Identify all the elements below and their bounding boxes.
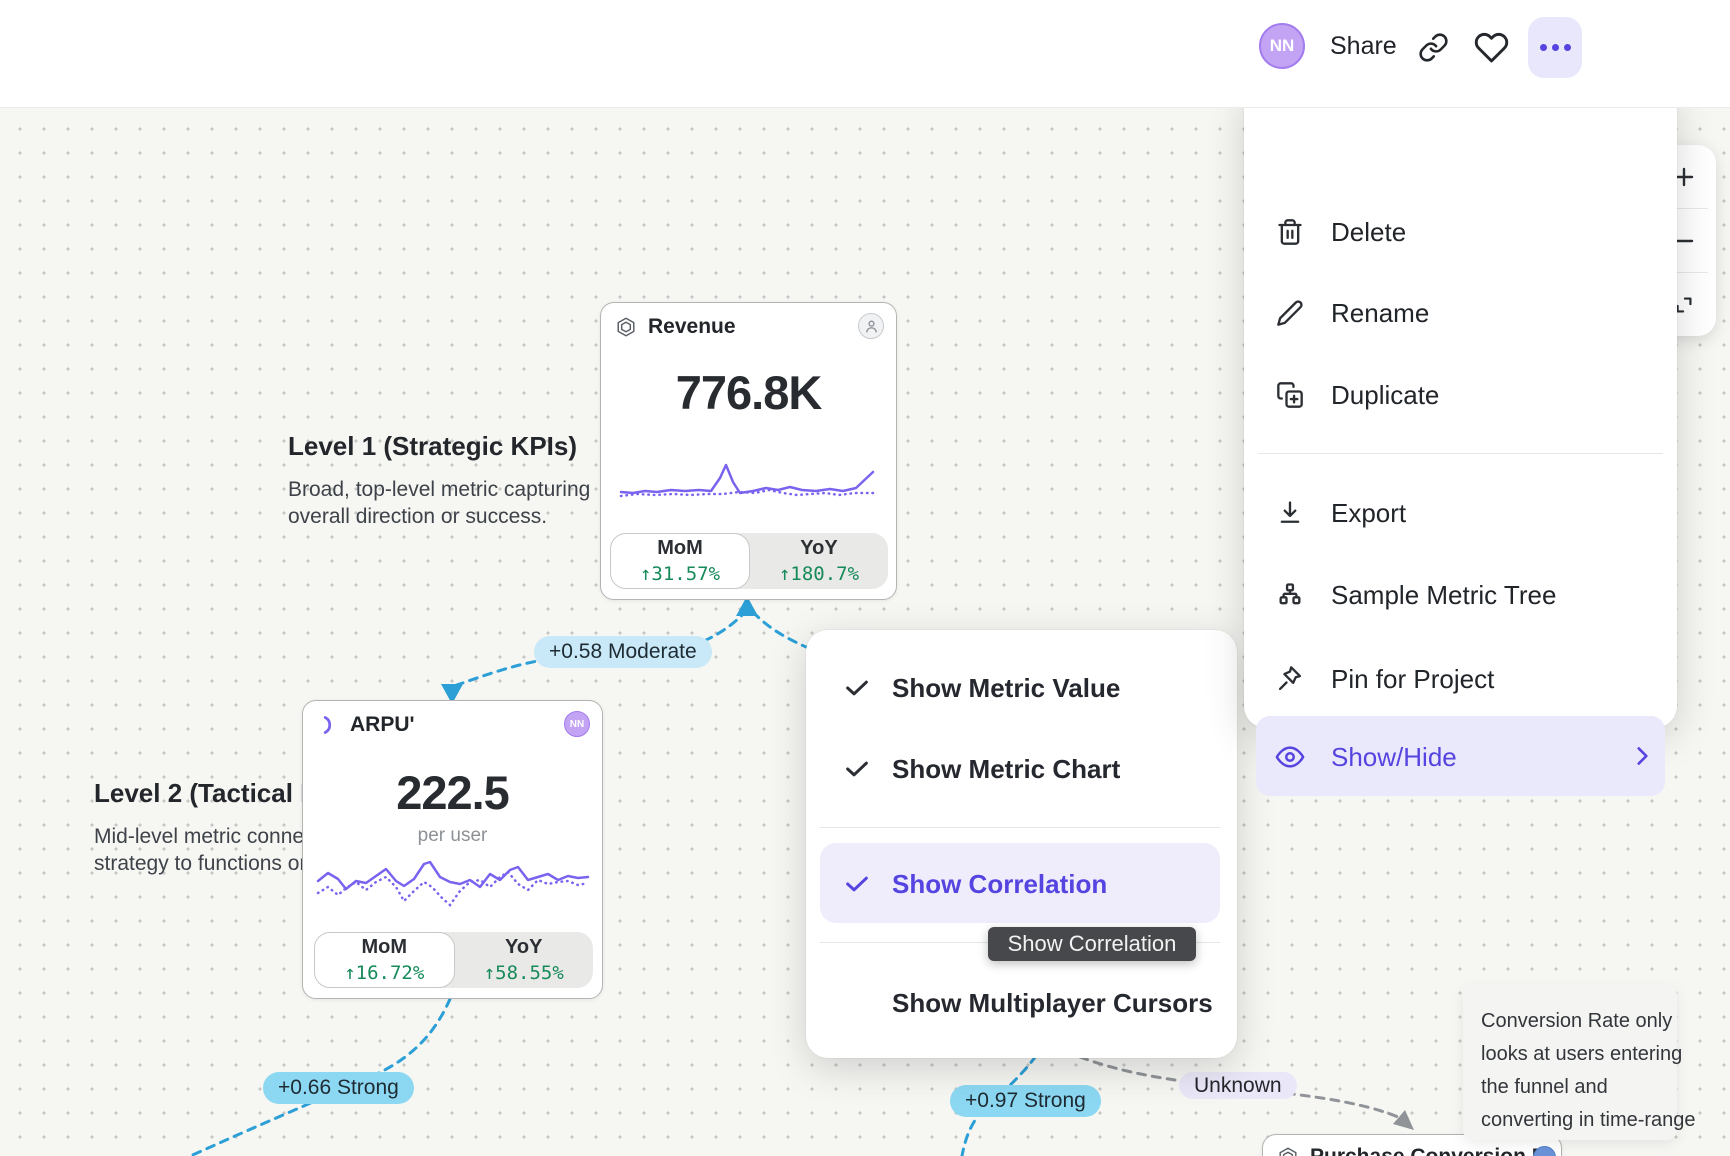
- card-title: Purchase Conversion R: [1310, 1145, 1547, 1156]
- menu-item-show-hide[interactable]: Show/Hide: [1244, 725, 1677, 789]
- show-hide-submenu: Show Metric Value Show Metric Chart Show…: [806, 630, 1237, 1058]
- collaborator-avatar: NN: [564, 711, 590, 737]
- level1-annotation: Level 1 (Strategic KPIs) Broad, top-leve…: [288, 431, 590, 530]
- more-options-button[interactable]: [1528, 17, 1582, 78]
- chevron-right-icon: [1629, 743, 1655, 769]
- checkmark-icon: [843, 755, 871, 783]
- submenu-highlight: [820, 843, 1220, 923]
- menu-item-pin-for-project[interactable]: Pin for Project: [1244, 647, 1677, 711]
- tab-yoy[interactable]: YoY ↑58.55%: [483, 936, 564, 984]
- sparkline-dotted: [619, 488, 875, 498]
- dot: [1563, 44, 1571, 51]
- hexagon-icon: [1277, 1146, 1299, 1156]
- fit-view-button[interactable]: [1652, 273, 1716, 336]
- menu-item-rename[interactable]: Rename: [1244, 281, 1677, 345]
- checkmark-icon: [843, 870, 871, 898]
- dot: [1539, 44, 1547, 51]
- user-avatar-icon: [858, 313, 884, 339]
- correlation-badge-strong-right[interactable]: +0.97 Strong: [950, 1085, 1101, 1117]
- top-bar: NN Share: [0, 0, 1730, 108]
- metric-value: 222.5: [396, 766, 510, 819]
- divider: [1660, 272, 1708, 273]
- hexagon-icon: [615, 316, 637, 338]
- download-icon: [1275, 498, 1305, 528]
- card-title: Revenue: [648, 315, 736, 338]
- tab-yoy[interactable]: YoY ↑180.7%: [778, 537, 860, 585]
- sparkline-solid: [316, 860, 590, 891]
- zoom-in-button[interactable]: [1652, 145, 1716, 208]
- card-title: ARPU': [350, 713, 415, 736]
- pin-icon: [1275, 664, 1305, 694]
- eye-icon: [1275, 742, 1305, 772]
- sparkline-dotted: [316, 870, 590, 907]
- checkmark-icon: [843, 674, 871, 702]
- menu-item-show-correlation[interactable]: Show Correlation: [806, 852, 1237, 916]
- menu-item-export[interactable]: Export: [1244, 481, 1677, 545]
- collaborator-avatar: [1533, 1146, 1556, 1156]
- favorite-heart-icon[interactable]: [1474, 30, 1509, 65]
- link-icon[interactable]: [1418, 32, 1449, 63]
- sparkline-solid: [619, 463, 875, 495]
- conversion-note-tooltip: Conversion Rate only looks at users ente…: [1463, 985, 1696, 1140]
- show-correlation-tooltip: Show Correlation: [988, 927, 1196, 961]
- level1-description: Broad, top-level metric capturing overal…: [288, 478, 591, 528]
- pencil-icon: [1275, 298, 1305, 328]
- menu-item-show-metric-value[interactable]: Show Metric Value: [806, 656, 1237, 720]
- level1-title: Level 1 (Strategic KPIs): [288, 431, 577, 461]
- correlation-badge-unknown[interactable]: Unknown: [1179, 1072, 1297, 1099]
- metric-card-revenue[interactable]: Revenue 776.8K MoM ↑31.57% YoY ↑180.7%: [600, 302, 897, 600]
- more-options-menu: Delete Rename Duplicate Export Sample M: [1244, 87, 1677, 796]
- zoom-out-button[interactable]: [1652, 209, 1716, 272]
- period-toggle: MoM ↑31.57% YoY ↑180.7%: [610, 533, 888, 589]
- tree-icon: [1275, 580, 1305, 610]
- divider: [1258, 453, 1663, 454]
- arc-icon: [317, 714, 339, 736]
- metric-value: 776.8K: [675, 366, 823, 419]
- menu-item-show-metric-chart[interactable]: Show Metric Chart: [806, 737, 1237, 801]
- menu-item-delete[interactable]: Delete: [1244, 200, 1677, 264]
- correlation-badge-moderate[interactable]: +0.58 Moderate: [534, 636, 712, 668]
- tab-mom[interactable]: MoM ↑16.72%: [314, 932, 455, 988]
- sparkline-chart: [316, 860, 590, 907]
- sparkline-chart: [619, 463, 875, 498]
- duplicate-icon: [1275, 380, 1305, 410]
- divider: [820, 827, 1220, 828]
- metric-card-arpu[interactable]: ARPU' NN 222.5 per user MoM ↑16.72% YoY …: [302, 700, 603, 999]
- correlation-badge-strong-left[interactable]: +0.66 Strong: [263, 1072, 414, 1104]
- menu-item-duplicate[interactable]: Duplicate: [1244, 363, 1677, 427]
- period-toggle: MoM ↑16.72% YoY ↑58.55%: [314, 932, 593, 988]
- tab-mom[interactable]: MoM ↑31.57%: [610, 533, 750, 589]
- menu-highlight: [1256, 716, 1665, 796]
- menu-item-sample-metric-tree[interactable]: Sample Metric Tree: [1244, 563, 1677, 627]
- share-button[interactable]: Share: [1330, 32, 1397, 60]
- metric-unit: per user: [417, 825, 488, 846]
- trash-icon: [1275, 217, 1305, 247]
- user-avatar[interactable]: NN: [1259, 23, 1305, 69]
- dot: [1551, 44, 1559, 51]
- menu-item-show-multiplayer-cursors[interactable]: Show Multiplayer Cursors: [892, 987, 1213, 1018]
- divider: [1660, 208, 1708, 209]
